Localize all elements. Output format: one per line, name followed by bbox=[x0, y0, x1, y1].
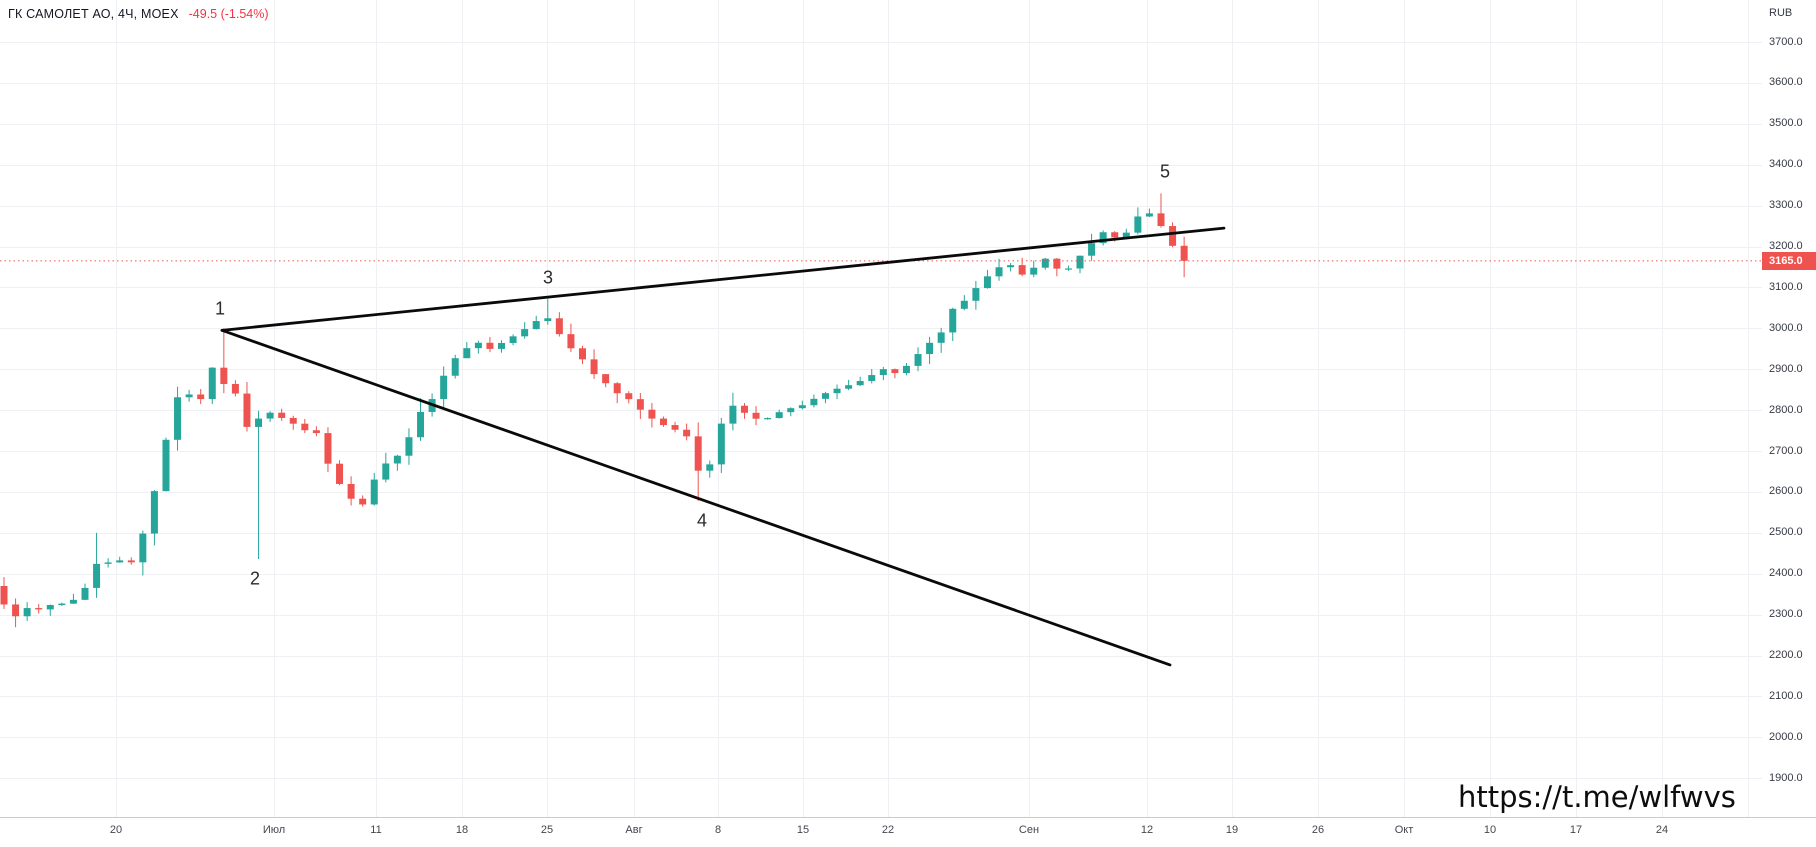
price-tick-label: 3700.0 bbox=[1769, 35, 1803, 48]
time-tick-label: 17 bbox=[1569, 824, 1583, 836]
price-tick-label: 2500.0 bbox=[1769, 526, 1803, 539]
time-tick-label: 8 bbox=[714, 824, 722, 836]
trendline-lower[interactable] bbox=[220, 328, 1172, 667]
price-tick-label: 2000.0 bbox=[1769, 730, 1803, 743]
price-tick-label: 3200.0 bbox=[1769, 240, 1803, 252]
time-tick-label: Сен bbox=[1018, 824, 1040, 836]
time-tick-label: 19 bbox=[1225, 824, 1239, 836]
time-tick-label: Окт bbox=[1394, 824, 1414, 836]
price-tick-label: 1900.0 bbox=[1769, 771, 1803, 784]
price-tick-label: 3500.0 bbox=[1769, 117, 1803, 130]
price-tick-label: 2200.0 bbox=[1769, 649, 1803, 661]
time-tick-label: 11 bbox=[370, 824, 382, 836]
price-tick-label: 2400.0 bbox=[1769, 567, 1803, 580]
price-tick-label: 2300.0 bbox=[1769, 608, 1803, 621]
last-price-value: 3165.0 bbox=[1769, 254, 1803, 267]
time-tick-label: 26 bbox=[1311, 824, 1325, 836]
price-axis[interactable]: RUB 3165.0 3700.0 3600.0 3500.0 3400.0 3300.… bbox=[1762, 0, 1816, 817]
time-tick-label: 18 bbox=[455, 824, 469, 836]
symbol-legend[interactable]: ГК САМОЛЕТ АО, 4Ч, MOEX -49.5 (-1.54%) bbox=[8, 7, 269, 21]
last-price-label: 3165.0 bbox=[1762, 251, 1816, 270]
time-tick-label: Авг bbox=[625, 824, 643, 836]
time-tick-label: 15 bbox=[796, 824, 810, 836]
price-tick-label: 3000.0 bbox=[1769, 321, 1803, 334]
time-axis[interactable]: 20 Июл 11 18 25 Авг 8 15 22 Сен 12 19 26 Окт 10 17 24 bbox=[0, 818, 1816, 847]
price-tick-label: 2700.0 bbox=[1769, 444, 1803, 457]
price-tick-label: 2100.0 bbox=[1769, 689, 1803, 702]
time-tick-label: Июл bbox=[262, 824, 286, 836]
price-tick-label: 2600.0 bbox=[1769, 485, 1803, 498]
wave-label-5[interactable]: 5 bbox=[1159, 161, 1171, 182]
price-tick-label: 3600.0 bbox=[1769, 76, 1803, 89]
wave-label-3[interactable]: 3 bbox=[542, 267, 554, 288]
time-tick-label: 20 bbox=[109, 824, 123, 836]
price-tick-label: 3100.0 bbox=[1769, 280, 1803, 293]
time-tick-label: 24 bbox=[1655, 824, 1669, 836]
trendline-upper[interactable] bbox=[220, 226, 1226, 332]
currency-label: RUB bbox=[1769, 7, 1793, 19]
price-tick-label: 2900.0 bbox=[1769, 362, 1803, 375]
wave-label-4[interactable]: 4 bbox=[696, 510, 708, 531]
price-change-text: -49.5 (-1.54%) bbox=[188, 7, 269, 21]
time-tick-label: 10 bbox=[1483, 824, 1497, 836]
symbol-title[interactable]: ГК САМОЛЕТ АО, 4Ч, MOEX bbox=[8, 7, 179, 21]
price-tick-label: 3300.0 bbox=[1769, 199, 1803, 212]
wave-label-2[interactable]: 2 bbox=[249, 568, 261, 589]
watermark-link: https://t.me/wlfwvs bbox=[1458, 780, 1736, 814]
price-tick-label: 3400.0 bbox=[1769, 158, 1803, 171]
time-tick-label: 12 bbox=[1140, 824, 1154, 836]
time-tick-label: 25 bbox=[540, 824, 554, 836]
time-tick-label: 22 bbox=[881, 824, 895, 836]
price-tick-label: 2800.0 bbox=[1769, 403, 1803, 416]
wave-label-1[interactable]: 1 bbox=[214, 298, 226, 319]
